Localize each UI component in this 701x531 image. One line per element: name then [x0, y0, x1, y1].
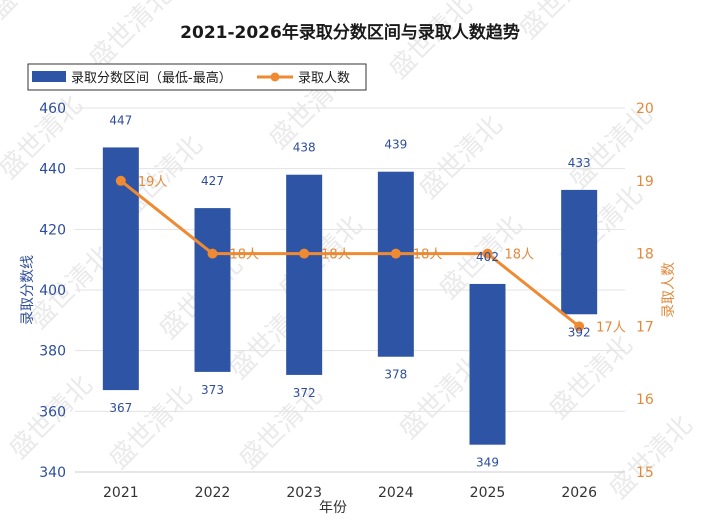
y-axis-title: 录取分数线 [20, 255, 36, 325]
x-tick-label: 2023 [286, 485, 322, 501]
x-tick-label: 2026 [561, 485, 597, 501]
y-tick-label: 400 [39, 283, 66, 299]
bar-high-label: 439 [384, 138, 407, 152]
bar-low-label: 392 [568, 325, 591, 339]
line-point-label: 18人 [321, 248, 351, 263]
score-range-bar [561, 189, 598, 315]
line-point-label: 18人 [230, 248, 260, 263]
bar-high-label: 433 [568, 156, 591, 170]
admission-count-point [482, 248, 493, 259]
y-tick-label: 420 [39, 222, 66, 238]
legend-box [27, 63, 367, 91]
data-labels: 447 367 427 373 438 372 439 378 402 349 433 392 19人 1… [109, 113, 625, 469]
watermark-text: 盛世清北 [604, 410, 699, 505]
bar-high-label: 427 [201, 174, 224, 188]
admission-count-point [574, 321, 585, 332]
legend-bar-swatch [32, 71, 66, 82]
y-tick-label: 360 [39, 404, 66, 420]
y2-tick-label: 17 [636, 319, 654, 335]
score-range-bar [469, 283, 506, 445]
watermark-text: 盛世清北 [414, 110, 509, 205]
bar-low-label: 349 [476, 456, 499, 470]
admission-count-line [119, 179, 581, 328]
y2-tick-label: 20 [636, 101, 654, 117]
line-point-label: 18人 [413, 248, 443, 263]
bar-low-label: 378 [384, 368, 407, 382]
y2-tick-label: 19 [636, 174, 654, 190]
y2-axis-title: 录取人数 [661, 262, 677, 318]
watermark-text: 盛世清北 [0, 0, 78, 25]
y2-tick-label: 16 [636, 392, 654, 408]
legend-line-marker [270, 72, 280, 82]
bar-series [102, 147, 598, 445]
line-point-label: 19人 [138, 175, 168, 190]
chart-title: 2021-2026年录取分数区间与录取人数趋势 [180, 22, 520, 43]
line-point-label: 17人 [596, 320, 626, 335]
score-range-bar [102, 147, 139, 391]
line-point-label: 18人 [505, 248, 535, 263]
score-range-bar [377, 171, 414, 357]
y-tick-label: 340 [39, 465, 66, 481]
y-tick-label: 380 [39, 344, 66, 360]
bar-high-label: 447 [109, 113, 132, 127]
bar-high-label: 438 [293, 141, 316, 155]
line-series [115, 175, 585, 332]
watermark-text: 盛世清北 [544, 330, 639, 425]
x-tick-label: 2021 [103, 485, 139, 501]
x-tick-label: 2025 [470, 485, 506, 501]
x-axis-title: 年份 [319, 500, 347, 516]
watermark-text: 盛世清北 [514, 0, 609, 45]
legend: 录取分数区间（最低-最高） 录取人数 [27, 63, 367, 91]
y2-tick-label: 18 [636, 247, 654, 263]
y-tick-label: 460 [39, 101, 66, 117]
y2-tick-label: 15 [636, 465, 654, 481]
watermark-text: 盛世清北 [104, 380, 199, 475]
bar-low-label: 367 [109, 401, 132, 415]
legend-bar-label: 录取分数区间（最低-最高） [71, 70, 232, 86]
bar-low-label: 372 [293, 386, 316, 400]
admission-count-point [390, 248, 401, 259]
score-range-bar [286, 174, 323, 375]
y-tick-label: 440 [39, 162, 66, 178]
axes: 340 360 380 400 420 440 460 15 16 17 18 19 20 2021 202… [39, 101, 654, 501]
bar-high-label: 402 [476, 250, 499, 264]
bar-low-label: 373 [201, 383, 224, 397]
x-tick-label: 2022 [195, 485, 231, 501]
x-tick-label: 2024 [378, 485, 414, 501]
admission-count-point [299, 248, 310, 259]
admission-count-point [115, 175, 126, 186]
admission-count-point [207, 248, 218, 259]
legend-line-label: 录取人数 [298, 71, 350, 86]
score-range-bar [194, 208, 231, 372]
